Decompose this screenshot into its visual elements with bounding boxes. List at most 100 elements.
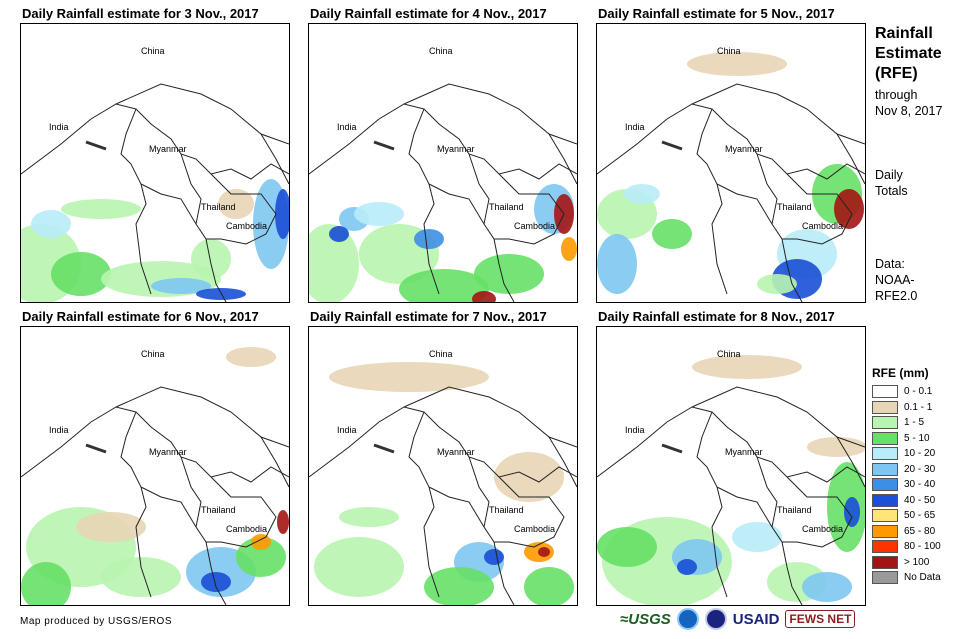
data-source-line: RFE2.0 bbox=[875, 289, 918, 303]
legend-item: 10 - 20 bbox=[872, 446, 941, 462]
usgs-logo: ≈USGS bbox=[620, 610, 671, 628]
country-border bbox=[782, 476, 853, 548]
map-label-myanmar: Myanmar bbox=[725, 447, 763, 457]
rainfall-area bbox=[474, 254, 544, 294]
country-border bbox=[309, 103, 440, 295]
panel-nov-5: Daily Rainfall estimate for 5 Nov., 2017… bbox=[596, 6, 886, 306]
map-label-india: India bbox=[337, 122, 357, 132]
legend-item: 5 - 10 bbox=[872, 431, 941, 447]
legend-swatch bbox=[872, 571, 898, 585]
rainfall-area bbox=[76, 512, 146, 542]
rainfall-area bbox=[236, 537, 286, 577]
country-border bbox=[140, 486, 197, 528]
country-border bbox=[403, 386, 577, 448]
sidebar-title-line: (RFE) bbox=[875, 65, 918, 82]
legend-item: 20 - 30 bbox=[872, 462, 941, 478]
rainfall-area bbox=[251, 534, 271, 550]
rainfall-area bbox=[309, 224, 359, 302]
rainfall-area bbox=[414, 229, 444, 249]
country-border bbox=[836, 436, 865, 488]
rainfall-area bbox=[151, 278, 211, 294]
coastline-segment bbox=[85, 443, 107, 454]
country-border bbox=[428, 486, 485, 528]
country-border bbox=[756, 153, 803, 302]
legend-item: 50 - 65 bbox=[872, 508, 941, 524]
rainfall-area bbox=[597, 527, 657, 567]
legend-swatch bbox=[872, 385, 898, 399]
country-border bbox=[115, 386, 289, 448]
country-border bbox=[21, 406, 152, 598]
country-border bbox=[309, 406, 440, 598]
rainfall-area bbox=[354, 202, 404, 226]
legend-item: 65 - 80 bbox=[872, 524, 941, 540]
legend-item: No Data bbox=[872, 570, 941, 586]
rainfall-area bbox=[677, 559, 697, 575]
legend-item: 30 - 40 bbox=[872, 477, 941, 493]
fews-net-logo: FEWS NET bbox=[785, 610, 856, 628]
country-border bbox=[548, 436, 577, 488]
map-label-myanmar: Myanmar bbox=[437, 144, 475, 154]
coastline-segment bbox=[85, 140, 107, 151]
legend-swatch bbox=[872, 540, 898, 554]
legend-swatch bbox=[872, 524, 898, 538]
country-border bbox=[135, 108, 289, 180]
legend-label: 10 - 20 bbox=[904, 448, 936, 460]
legend-label: 5 - 10 bbox=[904, 432, 930, 444]
country-border bbox=[180, 456, 227, 605]
rfe-legend: RFE (mm) 0 - 0.1 0.1 - 1 1 - 5 5 - 10 10 - 2… bbox=[872, 366, 941, 586]
country-border bbox=[494, 476, 565, 548]
rainfall-area bbox=[652, 219, 692, 249]
legend-item: 1 - 5 bbox=[872, 415, 941, 431]
map-canvas bbox=[21, 83, 289, 302]
legend-item: 0 - 0.1 bbox=[872, 384, 941, 400]
totals-label: Totals bbox=[875, 184, 908, 198]
legend-swatch bbox=[872, 447, 898, 461]
map-label-india: India bbox=[625, 425, 645, 435]
panel-nov-3: Daily Rainfall estimate for 3 Nov., 2017… bbox=[20, 6, 310, 306]
map-label-china: China bbox=[141, 349, 165, 359]
rainfall-map: China India Myanmar Thailand Cambodia bbox=[596, 326, 866, 606]
country-border bbox=[782, 173, 853, 245]
daily-label: Daily bbox=[875, 168, 903, 182]
map-label-china: China bbox=[429, 349, 453, 359]
rainfall-area bbox=[561, 237, 577, 261]
country-border bbox=[140, 183, 197, 225]
rainfall-area bbox=[424, 567, 494, 605]
panel-title: Daily Rainfall estimate for 7 Nov., 2017 bbox=[310, 309, 547, 324]
legend-item: 40 - 50 bbox=[872, 493, 941, 509]
legend-swatch bbox=[872, 478, 898, 492]
map-label-thailand: Thailand bbox=[489, 202, 524, 212]
legend-swatch bbox=[872, 462, 898, 476]
legend-item: 80 - 100 bbox=[872, 539, 941, 555]
map-label-china: China bbox=[141, 46, 165, 56]
country-border bbox=[468, 456, 515, 605]
map-label-thailand: Thailand bbox=[201, 202, 236, 212]
rainfall-area bbox=[538, 547, 550, 557]
map-label-myanmar: Myanmar bbox=[149, 447, 187, 457]
rainfall-area bbox=[692, 355, 802, 379]
map-canvas bbox=[597, 355, 865, 605]
country-border bbox=[756, 456, 803, 605]
rainfall-area bbox=[802, 572, 852, 602]
legend-label: No Data bbox=[904, 572, 941, 584]
usaid-seal-icon bbox=[704, 608, 727, 630]
rainfall-area bbox=[484, 549, 504, 565]
data-label: Data: bbox=[875, 257, 905, 271]
panel-nov-7: Daily Rainfall estimate for 7 Nov., 2017… bbox=[308, 309, 598, 609]
data-source-line: NOAA- bbox=[875, 273, 915, 287]
coastline-segment bbox=[373, 140, 395, 151]
rainfall-area bbox=[314, 537, 404, 597]
country-border bbox=[711, 411, 865, 483]
legend-label: 0 - 0.1 bbox=[904, 386, 933, 398]
through-date: Nov 8, 2017 bbox=[875, 104, 943, 118]
legend-label: 30 - 40 bbox=[904, 479, 936, 491]
panel-nov-4: Daily Rainfall estimate for 4 Nov., 2017… bbox=[308, 6, 598, 306]
rainfall-area bbox=[597, 234, 637, 294]
legend-swatch bbox=[872, 431, 898, 445]
rainfall-area bbox=[201, 572, 231, 592]
legend-item: > 100 bbox=[872, 555, 941, 571]
legend-label: 1 - 5 bbox=[904, 417, 925, 429]
agency-logos: ≈USGS USAID FEWS NET bbox=[620, 604, 856, 634]
country-border bbox=[691, 83, 865, 145]
map-label-china: China bbox=[717, 349, 741, 359]
